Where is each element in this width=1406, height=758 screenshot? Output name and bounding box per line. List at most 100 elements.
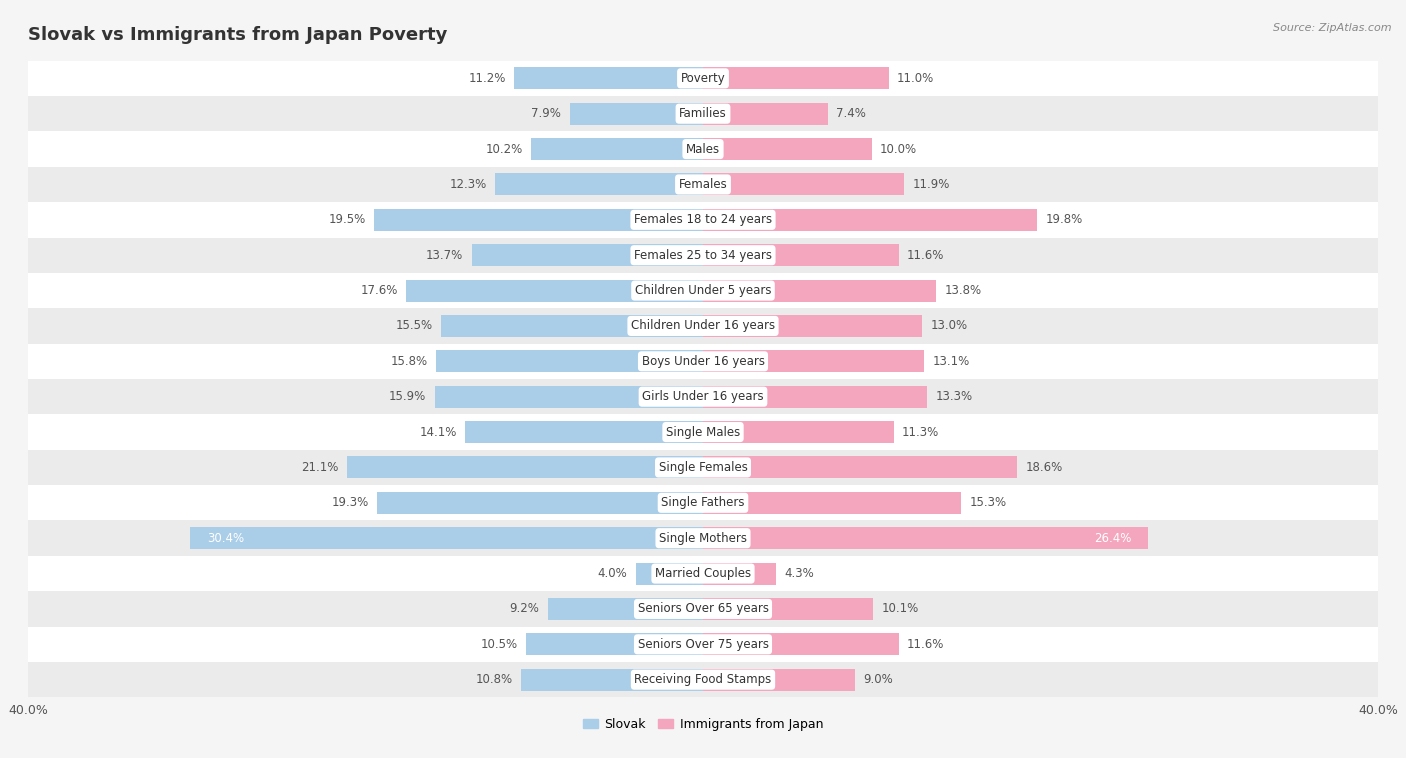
Bar (28, 662, 1378, 697)
Bar (703, 244, 898, 266)
Bar (28, 379, 1378, 415)
Text: Females 18 to 24 years: Females 18 to 24 years (634, 213, 772, 227)
Text: Poverty: Poverty (681, 72, 725, 85)
Text: Females 25 to 34 years: Females 25 to 34 years (634, 249, 772, 262)
Text: 10.2%: 10.2% (485, 143, 523, 155)
Text: 7.4%: 7.4% (837, 107, 866, 121)
Text: 17.6%: 17.6% (360, 284, 398, 297)
Text: 15.3%: 15.3% (970, 496, 1007, 509)
Text: 10.1%: 10.1% (882, 603, 920, 615)
Bar (703, 138, 872, 160)
Bar (28, 131, 1378, 167)
Bar (406, 280, 703, 302)
Text: 10.8%: 10.8% (475, 673, 512, 686)
Bar (569, 103, 703, 124)
Bar (703, 669, 855, 691)
Bar (441, 315, 703, 337)
Text: 15.9%: 15.9% (389, 390, 426, 403)
Bar (28, 627, 1378, 662)
Bar (377, 492, 703, 514)
Text: 13.0%: 13.0% (931, 319, 967, 333)
Text: Males: Males (686, 143, 720, 155)
Bar (531, 138, 703, 160)
Text: Children Under 16 years: Children Under 16 years (631, 319, 775, 333)
Text: 9.0%: 9.0% (863, 673, 893, 686)
Text: 4.0%: 4.0% (598, 567, 627, 580)
Bar (703, 492, 962, 514)
Bar (703, 634, 898, 655)
Text: 15.8%: 15.8% (391, 355, 427, 368)
Text: 11.9%: 11.9% (912, 178, 949, 191)
Bar (347, 456, 703, 478)
Text: Seniors Over 75 years: Seniors Over 75 years (637, 637, 769, 651)
Text: Receiving Food Stamps: Receiving Food Stamps (634, 673, 772, 686)
Bar (703, 456, 1017, 478)
Text: 11.6%: 11.6% (907, 249, 945, 262)
Bar (190, 528, 703, 549)
Text: 12.3%: 12.3% (450, 178, 486, 191)
Bar (495, 174, 703, 196)
Text: 19.8%: 19.8% (1046, 213, 1083, 227)
Bar (28, 273, 1378, 309)
Bar (703, 598, 873, 620)
Bar (28, 167, 1378, 202)
Text: 14.1%: 14.1% (419, 425, 457, 439)
Bar (703, 562, 776, 584)
Bar (703, 315, 922, 337)
Bar (28, 96, 1378, 131)
Text: 13.1%: 13.1% (932, 355, 970, 368)
Text: 11.2%: 11.2% (468, 72, 506, 85)
Text: Females: Females (679, 178, 727, 191)
Bar (28, 591, 1378, 627)
Bar (472, 244, 703, 266)
Text: Single Females: Single Females (658, 461, 748, 474)
Text: Seniors Over 65 years: Seniors Over 65 years (637, 603, 769, 615)
Text: 10.5%: 10.5% (481, 637, 517, 651)
Bar (520, 669, 703, 691)
Text: Slovak vs Immigrants from Japan Poverty: Slovak vs Immigrants from Japan Poverty (28, 26, 447, 44)
Bar (28, 237, 1378, 273)
Text: 18.6%: 18.6% (1025, 461, 1063, 474)
Text: 10.0%: 10.0% (880, 143, 917, 155)
Bar (515, 67, 703, 89)
Bar (28, 485, 1378, 521)
Text: 11.6%: 11.6% (907, 637, 945, 651)
Bar (374, 209, 703, 230)
Text: 13.7%: 13.7% (426, 249, 464, 262)
Text: Families: Families (679, 107, 727, 121)
Bar (703, 174, 904, 196)
Bar (703, 103, 828, 124)
Bar (434, 386, 703, 408)
Text: Source: ZipAtlas.com: Source: ZipAtlas.com (1274, 23, 1392, 33)
Text: 7.9%: 7.9% (531, 107, 561, 121)
Text: 15.5%: 15.5% (396, 319, 433, 333)
Bar (465, 421, 703, 443)
Text: 30.4%: 30.4% (207, 531, 245, 545)
Bar (28, 556, 1378, 591)
Bar (703, 209, 1038, 230)
Bar (703, 67, 889, 89)
Bar (28, 415, 1378, 449)
Bar (526, 634, 703, 655)
Bar (548, 598, 703, 620)
Bar (636, 562, 703, 584)
Bar (703, 280, 936, 302)
Bar (28, 202, 1378, 237)
Bar (703, 350, 924, 372)
Text: Girls Under 16 years: Girls Under 16 years (643, 390, 763, 403)
Bar (28, 343, 1378, 379)
Bar (703, 421, 894, 443)
Bar (28, 61, 1378, 96)
Text: Boys Under 16 years: Boys Under 16 years (641, 355, 765, 368)
Text: 19.3%: 19.3% (332, 496, 368, 509)
Bar (28, 449, 1378, 485)
Text: 11.3%: 11.3% (903, 425, 939, 439)
Text: Married Couples: Married Couples (655, 567, 751, 580)
Text: 13.3%: 13.3% (936, 390, 973, 403)
Text: 9.2%: 9.2% (509, 603, 540, 615)
Bar (28, 309, 1378, 343)
Bar (436, 350, 703, 372)
Text: 26.4%: 26.4% (1094, 531, 1132, 545)
Text: Single Fathers: Single Fathers (661, 496, 745, 509)
Bar (703, 386, 928, 408)
